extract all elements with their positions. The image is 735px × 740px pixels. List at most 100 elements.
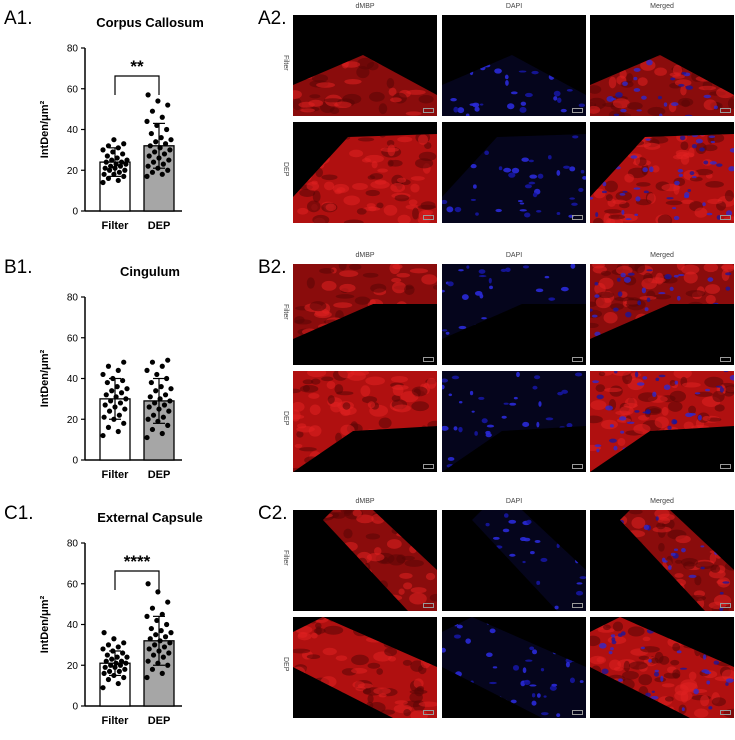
data-point	[105, 676, 112, 683]
data-point	[112, 404, 118, 410]
data-point	[112, 664, 118, 670]
micrograph-row-label: DEP	[282, 411, 289, 426]
micrograph-dapi-dep	[442, 122, 586, 223]
data-point	[167, 398, 173, 404]
data-point	[111, 171, 117, 177]
data-point	[101, 171, 107, 177]
data-point	[124, 157, 130, 163]
data-point	[105, 424, 112, 430]
y-tick-label: 0	[72, 702, 78, 713]
x-tick-label: DEP	[148, 469, 171, 481]
data-point	[121, 420, 127, 426]
micrograph-column-label: Merged	[650, 498, 674, 505]
data-point	[145, 416, 151, 422]
data-point	[144, 674, 150, 681]
chart-title: External Capsule	[97, 510, 203, 525]
data-point	[122, 666, 128, 672]
data-point	[155, 418, 161, 424]
micrograph-dapi-filter	[442, 264, 586, 365]
data-point	[111, 416, 117, 422]
chart-title: Corpus Callosum	[96, 15, 204, 30]
scale-bar	[720, 108, 731, 113]
data-point	[159, 114, 165, 120]
scale-bar	[572, 710, 583, 715]
y-tick-label: 0	[72, 456, 78, 467]
micrograph-row-label: Filter	[282, 550, 289, 566]
scale-bar	[720, 215, 731, 220]
data-point	[104, 652, 110, 658]
data-point	[144, 613, 150, 619]
data-point	[115, 145, 121, 151]
data-point	[121, 141, 127, 147]
data-point	[148, 379, 154, 386]
data-point	[144, 173, 150, 179]
data-point	[112, 165, 118, 171]
micrograph-column-label: Merged	[650, 252, 674, 259]
scale-bar	[572, 603, 583, 608]
data-point	[117, 400, 124, 406]
panel-label-c1: C1.	[4, 503, 34, 524]
data-point	[124, 386, 130, 392]
data-point	[100, 646, 106, 652]
y-axis-label: IntDen/μm²	[39, 595, 51, 653]
significance-label: ****	[124, 552, 151, 571]
micrograph-row-label: DEP	[282, 162, 289, 177]
micrograph-image	[293, 55, 437, 116]
data-point	[102, 402, 108, 408]
significance-label: **	[130, 57, 144, 76]
data-point	[123, 396, 129, 402]
micrograph-image	[590, 371, 734, 472]
data-point	[166, 650, 172, 656]
data-point	[100, 685, 106, 691]
data-point	[150, 159, 157, 165]
micrograph-dmbp-filter	[293, 510, 437, 611]
data-point	[166, 157, 172, 163]
data-point	[148, 625, 154, 632]
data-point	[115, 177, 121, 184]
x-tick-label: Filter	[102, 469, 130, 481]
micrograph-row-label: DEP	[282, 657, 289, 672]
data-point	[100, 179, 106, 186]
data-point	[152, 400, 158, 406]
micrograph-row-label: Filter	[282, 304, 289, 320]
data-point	[158, 384, 164, 390]
micrograph-image	[293, 617, 437, 718]
data-point	[104, 153, 110, 159]
data-point	[159, 670, 165, 676]
data-point	[155, 165, 161, 171]
significance-bracket	[114, 570, 160, 590]
scale-bar	[423, 464, 434, 469]
chart-title: Cingulum	[120, 264, 180, 279]
data-point	[105, 143, 112, 149]
data-point	[158, 628, 164, 634]
micrograph-image	[293, 371, 437, 472]
micrograph-image	[442, 617, 586, 718]
data-point	[168, 137, 174, 143]
data-point	[145, 92, 151, 98]
data-point	[114, 654, 120, 660]
data-point	[108, 662, 114, 668]
micrograph-image	[590, 264, 734, 339]
data-point	[160, 654, 166, 660]
data-point	[155, 589, 161, 595]
y-tick-label: 80	[67, 44, 79, 55]
scale-bar	[720, 710, 731, 715]
data-point	[156, 155, 162, 161]
y-tick-label: 60	[67, 84, 79, 95]
data-point	[108, 398, 114, 404]
x-tick-label: Filter	[102, 715, 130, 727]
data-point	[117, 163, 124, 169]
y-axis-label: IntDen/μm²	[39, 349, 51, 407]
data-point	[165, 662, 171, 668]
data-point	[150, 412, 157, 418]
micrograph-merged-filter	[590, 15, 734, 116]
micrograph-merged-dep	[590, 617, 734, 718]
data-point	[114, 384, 120, 390]
data-point	[165, 599, 171, 605]
y-tick-label: 20	[67, 661, 79, 672]
data-point	[122, 406, 128, 412]
micrograph-image	[442, 134, 586, 223]
data-point	[103, 159, 109, 165]
y-tick-label: 60	[67, 579, 79, 590]
data-point	[105, 175, 112, 181]
